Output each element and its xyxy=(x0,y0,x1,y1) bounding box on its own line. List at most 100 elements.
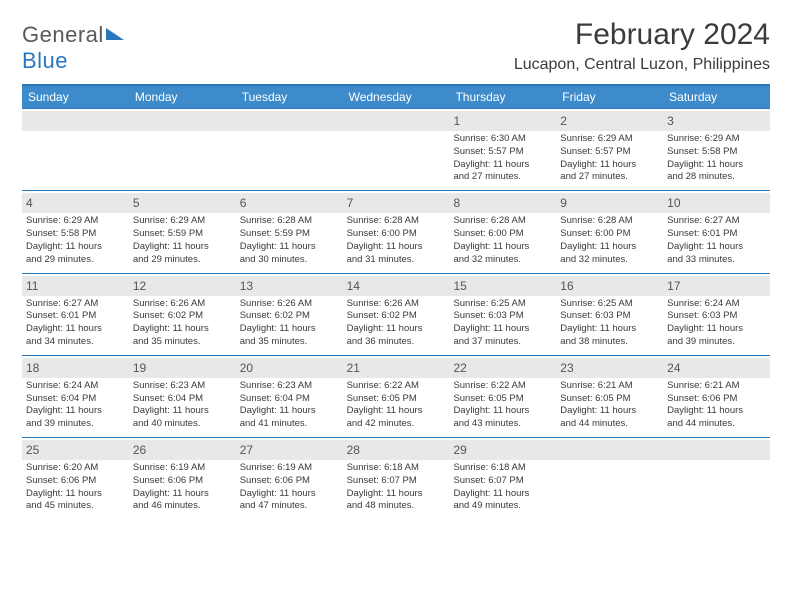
day-number-row: 8 xyxy=(449,193,556,213)
day-number-row: 24 xyxy=(663,358,770,378)
day-info: Sunrise: 6:18 AMSunset: 6:07 PMDaylight:… xyxy=(347,462,446,513)
day-number: 25 xyxy=(26,443,39,457)
day-cell: 18 Sunrise: 6:24 AMSunset: 6:04 PMDayligh… xyxy=(22,356,129,437)
day-number-row: 29 xyxy=(449,440,556,460)
day-number: 2 xyxy=(560,114,567,128)
day-number-row: 3 xyxy=(663,111,770,131)
day-info: Sunrise: 6:20 AMSunset: 6:06 PMDaylight:… xyxy=(26,462,125,513)
day-number-row: 17 xyxy=(663,276,770,296)
day-number: 3 xyxy=(667,114,674,128)
day-number: 10 xyxy=(667,196,680,210)
day-of-week-header: Sunday xyxy=(22,86,129,108)
day-number-row: 28 xyxy=(343,440,450,460)
day-info: Sunrise: 6:29 AMSunset: 5:57 PMDaylight:… xyxy=(560,133,659,184)
location: Lucapon, Central Luzon, Philippines xyxy=(514,56,770,74)
logo-triangle-icon xyxy=(106,28,124,40)
day-number xyxy=(667,443,670,457)
logo-word1: General xyxy=(22,22,104,47)
day-number-row xyxy=(663,440,770,460)
day-number-row: 9 xyxy=(556,193,663,213)
day-info: Sunrise: 6:24 AMSunset: 6:04 PMDaylight:… xyxy=(26,380,125,431)
day-number-row: 1 xyxy=(449,111,556,131)
day-number-row: 20 xyxy=(236,358,343,378)
day-number-row: 18 xyxy=(22,358,129,378)
day-number xyxy=(347,114,350,128)
day-number-row: 27 xyxy=(236,440,343,460)
day-info: Sunrise: 6:27 AMSunset: 6:01 PMDaylight:… xyxy=(26,298,125,349)
day-number-row xyxy=(236,111,343,131)
day-info: Sunrise: 6:22 AMSunset: 6:05 PMDaylight:… xyxy=(453,380,552,431)
day-info: Sunrise: 6:28 AMSunset: 6:00 PMDaylight:… xyxy=(453,215,552,266)
day-number: 4 xyxy=(26,196,33,210)
day-cell: 23Sunrise: 6:21 AMSunset: 6:05 PMDayligh… xyxy=(556,356,663,437)
day-cell xyxy=(236,109,343,190)
day-of-week-header: Tuesday xyxy=(236,86,343,108)
day-number: 13 xyxy=(240,279,253,293)
day-info: Sunrise: 6:30 AMSunset: 5:57 PMDaylight:… xyxy=(453,133,552,184)
day-number-row: 10 xyxy=(663,193,770,213)
week-row: 1Sunrise: 6:30 AMSunset: 5:57 PMDaylight… xyxy=(22,108,770,190)
day-number: 19 xyxy=(133,361,146,375)
day-number-row: 16 xyxy=(556,276,663,296)
day-info: Sunrise: 6:28 AMSunset: 6:00 PMDaylight:… xyxy=(560,215,659,266)
day-number: 15 xyxy=(453,279,466,293)
day-cell: 2 Sunrise: 6:29 AMSunset: 5:57 PMDaylight… xyxy=(556,109,663,190)
day-cell: 15Sunrise: 6:25 AMSunset: 6:03 PMDayligh… xyxy=(449,274,556,355)
day-number xyxy=(26,114,29,128)
day-info: Sunrise: 6:26 AMSunset: 6:02 PMDaylight:… xyxy=(240,298,339,349)
day-number: 14 xyxy=(347,279,360,293)
day-number: 27 xyxy=(240,443,253,457)
day-number-row xyxy=(129,111,236,131)
day-cell: 5Sunrise: 6:29 AMSunset: 5:59 PMDaylight… xyxy=(129,191,236,272)
logo: General Blue xyxy=(22,18,124,74)
day-number: 18 xyxy=(26,361,39,375)
header: General Blue February 2024 Lucapon, Cent… xyxy=(22,18,770,74)
day-cell: 14Sunrise: 6:26 AMSunset: 6:02 PMDayligh… xyxy=(343,274,450,355)
day-number-row: 19 xyxy=(129,358,236,378)
day-number-row: 13 xyxy=(236,276,343,296)
day-number-row: 26 xyxy=(129,440,236,460)
day-number-row: 5 xyxy=(129,193,236,213)
day-number-row: 4 xyxy=(22,193,129,213)
day-number-row xyxy=(22,111,129,131)
day-number: 23 xyxy=(560,361,573,375)
day-number-row: 23 xyxy=(556,358,663,378)
day-number: 26 xyxy=(133,443,146,457)
day-info: Sunrise: 6:28 AMSunset: 5:59 PMDaylight:… xyxy=(240,215,339,266)
day-info: Sunrise: 6:23 AMSunset: 6:04 PMDaylight:… xyxy=(240,380,339,431)
day-info: Sunrise: 6:18 AMSunset: 6:07 PMDaylight:… xyxy=(453,462,552,513)
day-number: 9 xyxy=(560,196,567,210)
day-cell: 22Sunrise: 6:22 AMSunset: 6:05 PMDayligh… xyxy=(449,356,556,437)
day-info: Sunrise: 6:28 AMSunset: 6:00 PMDaylight:… xyxy=(347,215,446,266)
week-row: 11 Sunrise: 6:27 AMSunset: 6:01 PMDayligh… xyxy=(22,273,770,355)
day-info: Sunrise: 6:24 AMSunset: 6:03 PMDaylight:… xyxy=(667,298,766,349)
day-of-week-header: Saturday xyxy=(663,86,770,108)
day-cell: 10Sunrise: 6:27 AMSunset: 6:01 PMDayligh… xyxy=(663,191,770,272)
day-cell: 13 Sunrise: 6:26 AMSunset: 6:02 PMDayligh… xyxy=(236,274,343,355)
day-number-row xyxy=(343,111,450,131)
day-of-week-header: Wednesday xyxy=(343,86,450,108)
day-cell: 17Sunrise: 6:24 AMSunset: 6:03 PMDayligh… xyxy=(663,274,770,355)
day-number: 24 xyxy=(667,361,680,375)
day-cell: 20Sunrise: 6:23 AMSunset: 6:04 PMDayligh… xyxy=(236,356,343,437)
day-info: Sunrise: 6:21 AMSunset: 6:06 PMDaylight:… xyxy=(667,380,766,431)
day-number-row xyxy=(556,440,663,460)
day-number-row: 7 xyxy=(343,193,450,213)
day-number-row: 11 xyxy=(22,276,129,296)
day-info: Sunrise: 6:23 AMSunset: 6:04 PMDaylight:… xyxy=(133,380,232,431)
day-number xyxy=(240,114,243,128)
day-cell: 26Sunrise: 6:19 AMSunset: 6:06 PMDayligh… xyxy=(129,438,236,519)
day-number xyxy=(560,443,563,457)
day-number: 21 xyxy=(347,361,360,375)
day-cell: 16Sunrise: 6:25 AMSunset: 6:03 PMDayligh… xyxy=(556,274,663,355)
day-number: 11 xyxy=(26,279,38,293)
day-cell xyxy=(129,109,236,190)
day-cell: 11 Sunrise: 6:27 AMSunset: 6:01 PMDayligh… xyxy=(22,274,129,355)
day-info: Sunrise: 6:19 AMSunset: 6:06 PMDaylight:… xyxy=(240,462,339,513)
day-cell: 28Sunrise: 6:18 AMSunset: 6:07 PMDayligh… xyxy=(343,438,450,519)
day-of-week-header: Monday xyxy=(129,86,236,108)
day-number: 12 xyxy=(133,279,146,293)
day-of-week-header: Friday xyxy=(556,86,663,108)
day-number-row: 25 xyxy=(22,440,129,460)
day-cell: 1Sunrise: 6:30 AMSunset: 5:57 PMDaylight… xyxy=(449,109,556,190)
